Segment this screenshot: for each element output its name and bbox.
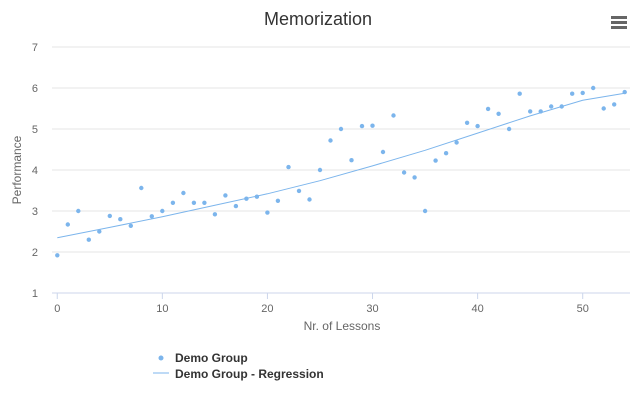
data-point[interactable]	[296, 188, 302, 194]
data-point[interactable]	[349, 158, 354, 163]
data-point[interactable]	[412, 175, 417, 180]
x-tick-label: 40	[471, 303, 483, 315]
data-point[interactable]	[328, 138, 333, 143]
data-point[interactable]	[433, 158, 438, 163]
y-tick-label: 1	[32, 288, 38, 300]
y-tick-label: 3	[32, 206, 38, 218]
data-point[interactable]	[275, 198, 281, 203]
chart-title: Memorization	[264, 9, 372, 29]
data-point[interactable]	[97, 229, 102, 234]
data-point[interactable]	[517, 91, 522, 96]
legend-item-demo-group[interactable]: Demo Group	[158, 351, 248, 365]
x-tick-label: 20	[261, 303, 273, 315]
data-point[interactable]	[307, 197, 312, 202]
data-point[interactable]	[223, 193, 228, 198]
data-point[interactable]	[149, 214, 154, 219]
data-point[interactable]	[475, 123, 480, 129]
data-point[interactable]	[601, 106, 606, 111]
regression-line[interactable]	[57, 92, 625, 239]
data-point[interactable]	[139, 185, 144, 191]
data-point[interactable]	[286, 164, 291, 170]
grid-lines	[52, 46, 630, 253]
y-tick-label: 7	[32, 42, 38, 54]
data-point[interactable]	[570, 91, 575, 96]
legend-item-regression[interactable]: Demo Group - Regression	[153, 367, 324, 381]
data-point[interactable]	[233, 203, 239, 209]
y-tick-label: 2	[32, 247, 38, 259]
data-point[interactable]	[76, 208, 81, 214]
data-point[interactable]	[265, 210, 270, 215]
menu-button[interactable]	[607, 12, 631, 34]
x-tick-label: 30	[366, 303, 378, 315]
legend: Demo Group Demo Group - Regression	[153, 351, 324, 381]
data-point[interactable]	[244, 196, 249, 201]
data-point[interactable]	[107, 213, 113, 219]
x-tick-label: 0	[54, 303, 60, 315]
data-point[interactable]	[559, 104, 564, 109]
legend-label-demo-group: Demo Group	[175, 351, 248, 365]
data-point[interactable]	[443, 151, 449, 156]
data-point[interactable]	[181, 190, 186, 196]
data-point[interactable]	[464, 120, 470, 126]
x-tick-label: 10	[156, 303, 168, 315]
data-point[interactable]	[212, 212, 218, 217]
x-tick-label: 50	[577, 303, 589, 315]
x-axis-title: Nr. of Lessons	[304, 319, 381, 333]
data-point[interactable]	[338, 126, 344, 132]
data-point[interactable]	[549, 104, 554, 109]
data-point[interactable]	[317, 167, 323, 173]
data-point[interactable]	[506, 126, 512, 132]
data-point[interactable]	[580, 90, 585, 96]
data-point[interactable]	[55, 253, 60, 258]
data-point[interactable]	[528, 109, 533, 114]
data-point[interactable]	[191, 200, 197, 205]
data-point[interactable]	[380, 149, 386, 155]
axes: 1 2 3 4 5 6 7 0 10 20 30 40 50	[32, 42, 630, 315]
hamburger-menu-icon[interactable]	[611, 16, 627, 29]
data-point[interactable]	[538, 109, 543, 114]
data-point[interactable]	[422, 208, 428, 214]
y-tick-label: 5	[32, 124, 38, 136]
data-point[interactable]	[170, 200, 176, 205]
data-point[interactable]	[485, 106, 491, 112]
data-point[interactable]	[128, 223, 133, 228]
data-point[interactable]	[65, 222, 71, 227]
data-point[interactable]	[370, 123, 375, 128]
data-point[interactable]	[612, 102, 617, 107]
legend-label-regression: Demo Group - Regression	[175, 367, 324, 381]
y-axis-title: Performance	[10, 135, 24, 204]
data-point[interactable]	[401, 170, 407, 175]
y-tick-label: 4	[32, 165, 38, 177]
regression-layer	[57, 92, 625, 239]
data-point[interactable]	[454, 140, 459, 145]
data-point[interactable]	[202, 200, 207, 205]
data-point[interactable]	[254, 194, 260, 199]
data-point[interactable]	[591, 85, 596, 91]
legend-marker-scatter	[158, 355, 164, 361]
data-point[interactable]	[391, 113, 396, 118]
data-point[interactable]	[496, 111, 501, 117]
data-point[interactable]	[118, 217, 123, 222]
data-point[interactable]	[86, 237, 92, 242]
scatter-points	[55, 85, 627, 258]
y-tick-label: 6	[32, 83, 38, 95]
data-point[interactable]	[160, 208, 165, 214]
data-point[interactable]	[359, 123, 365, 129]
data-point[interactable]	[622, 89, 627, 95]
